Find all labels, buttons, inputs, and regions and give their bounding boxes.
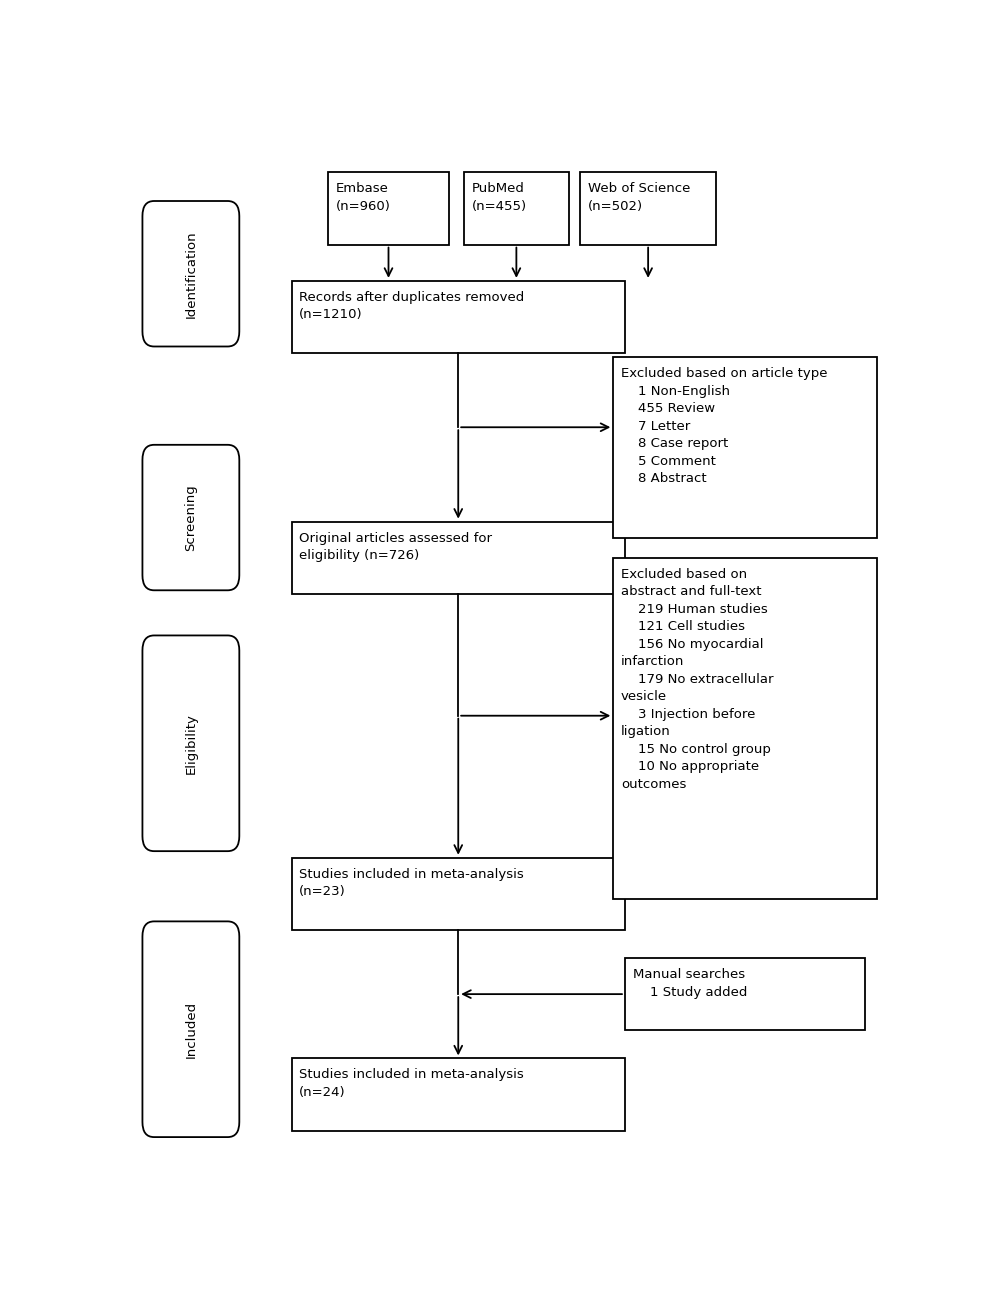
Text: Excluded based on article type
    1 Non-English
    455 Review
    7 Letter
   : Excluded based on article type 1 Non-Eng… — [621, 367, 828, 485]
Bar — [613, 357, 877, 538]
Text: Original articles assessed for
eligibility (n=726): Original articles assessed for eligibili… — [299, 532, 492, 562]
Bar — [292, 521, 625, 594]
FancyBboxPatch shape — [142, 444, 239, 590]
Text: Included: Included — [184, 1001, 197, 1058]
Bar — [625, 958, 865, 1031]
FancyBboxPatch shape — [142, 921, 239, 1138]
Bar — [464, 172, 569, 245]
Text: Identification: Identification — [184, 229, 197, 318]
Bar — [292, 1058, 625, 1131]
Text: Eligibility: Eligibility — [184, 713, 197, 774]
Text: Studies included in meta-analysis
(n=23): Studies included in meta-analysis (n=23) — [299, 868, 524, 898]
Bar — [292, 857, 625, 930]
Bar — [292, 280, 625, 353]
Text: PubMed
(n=455): PubMed (n=455) — [472, 182, 527, 212]
Text: Manual searches
    1 Study added: Manual searches 1 Study added — [633, 968, 747, 998]
FancyBboxPatch shape — [142, 636, 239, 851]
Text: Screening: Screening — [184, 485, 197, 551]
Text: Studies included in meta-analysis
(n=24): Studies included in meta-analysis (n=24) — [299, 1068, 524, 1098]
Text: Excluded based on
abstract and full-text
    219 Human studies
    121 Cell stud: Excluded based on abstract and full-text… — [621, 568, 774, 791]
Text: Records after duplicates removed
(n=1210): Records after duplicates removed (n=1210… — [299, 291, 525, 322]
Bar — [613, 558, 877, 899]
Bar — [580, 172, 716, 245]
Text: Embase
(n=960): Embase (n=960) — [336, 182, 391, 212]
Bar — [328, 172, 449, 245]
FancyBboxPatch shape — [142, 201, 239, 347]
Text: Web of Science
(n=502): Web of Science (n=502) — [588, 182, 690, 212]
